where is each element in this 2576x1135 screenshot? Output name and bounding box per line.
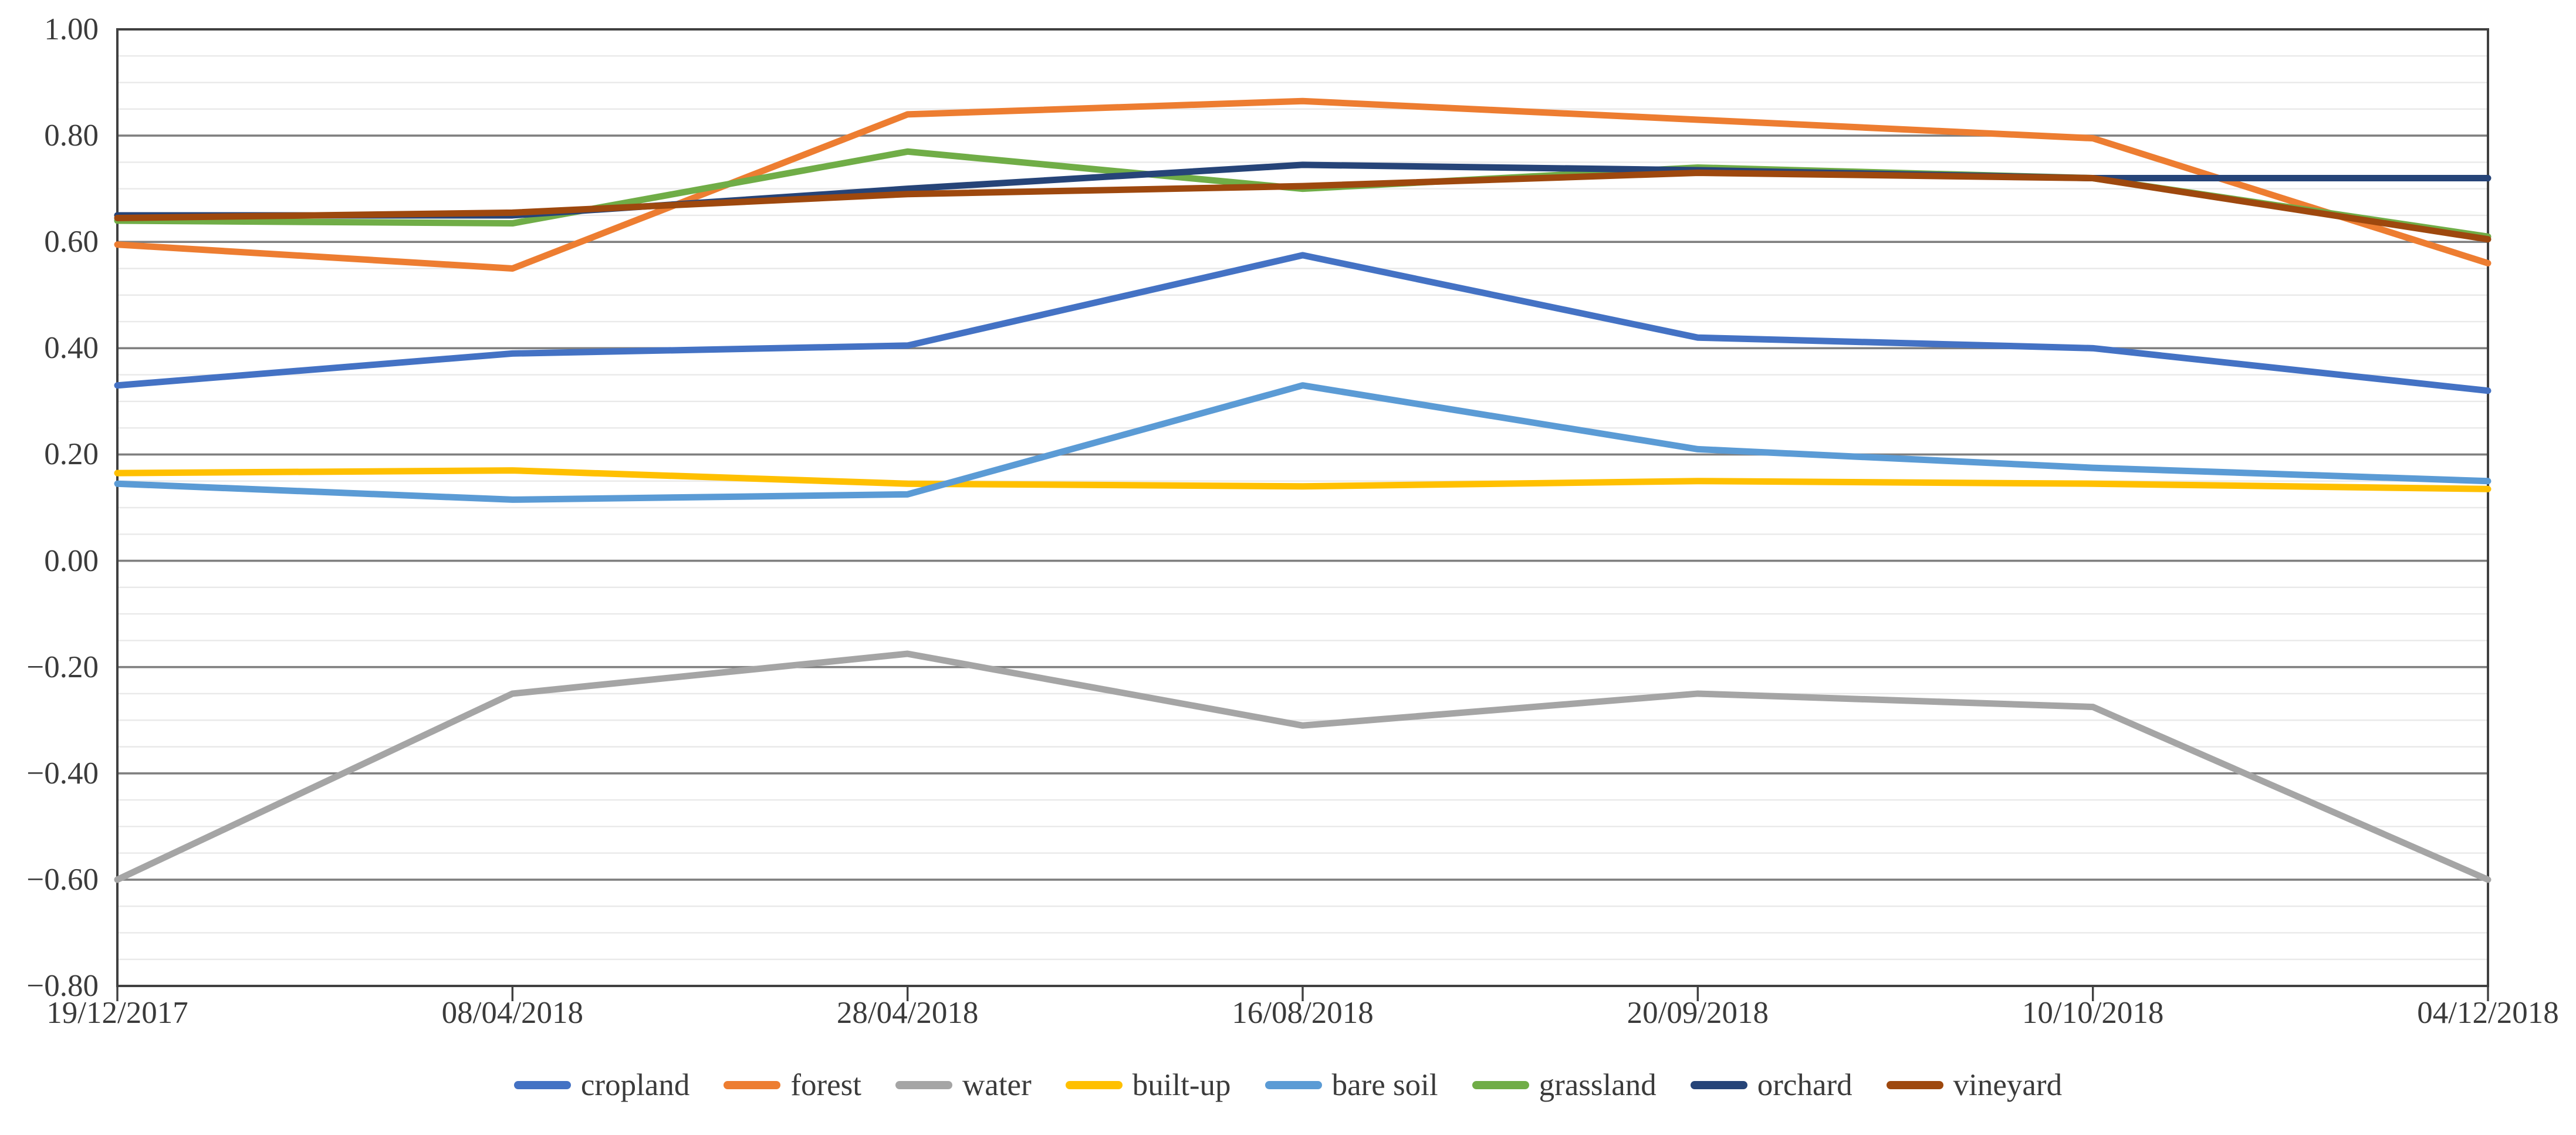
legend-label: bare soil bbox=[1331, 1068, 1438, 1102]
y-axis-tick-label: 0.20 bbox=[44, 437, 99, 472]
y-axis-tick-label: −0.20 bbox=[26, 650, 99, 684]
chart-legend: cropland forest water built-up bare soil… bbox=[0, 1067, 2576, 1103]
legend-line-swatch-built-up bbox=[1065, 1081, 1123, 1089]
legend-item-bare-soil: bare soil bbox=[1265, 1067, 1438, 1103]
x-axis-tick-label: 04/12/2018 bbox=[2417, 996, 2559, 1030]
legend-item-water: water bbox=[895, 1067, 1032, 1103]
legend-label: built-up bbox=[1132, 1068, 1231, 1102]
series-line-vineyard bbox=[114, 170, 2492, 243]
series-line-forest bbox=[114, 97, 2492, 272]
x-axis-tick-label: 28/04/2018 bbox=[836, 996, 979, 1030]
legend-label: vineyard bbox=[1953, 1068, 2063, 1102]
legend-label: grassland bbox=[1539, 1068, 1657, 1102]
x-axis-tick-label: 10/10/2018 bbox=[2021, 996, 2164, 1030]
legend-line-swatch-bare-soil bbox=[1265, 1081, 1322, 1089]
legend-label: cropland bbox=[580, 1068, 690, 1102]
y-axis-tick-label: 0.60 bbox=[44, 225, 99, 259]
legend-item-vineyard: vineyard bbox=[1886, 1067, 2063, 1103]
y-axis-tick-label: 0.40 bbox=[44, 331, 99, 366]
x-axis-tick-label: 20/09/2018 bbox=[1627, 996, 1769, 1030]
y-axis-tick-label: 1.00 bbox=[44, 12, 99, 46]
legend-item-grassland: grassland bbox=[1472, 1067, 1657, 1103]
series-line-built-up bbox=[114, 467, 2492, 492]
legend-line-swatch-water bbox=[895, 1081, 953, 1089]
legend-line-swatch-forest bbox=[724, 1081, 781, 1089]
series-line-cropland bbox=[114, 252, 2492, 394]
legend-item-orchard: orchard bbox=[1690, 1067, 1852, 1103]
y-axis-tick-label: −0.60 bbox=[26, 862, 99, 897]
y-axis-tick-label: 0.00 bbox=[44, 543, 99, 578]
y-axis-tick-label: −0.40 bbox=[26, 756, 99, 791]
legend-line-swatch-grassland bbox=[1472, 1081, 1529, 1089]
series-line-water bbox=[114, 650, 2492, 883]
x-axis-tick-label: 16/08/2018 bbox=[1232, 996, 1374, 1030]
legend-label: water bbox=[962, 1068, 1032, 1102]
legend-line-swatch-orchard bbox=[1690, 1081, 1747, 1089]
legend-item-built-up: built-up bbox=[1065, 1067, 1231, 1103]
series-line-bare-soil bbox=[114, 382, 2492, 503]
y-axis-tick-label: 0.80 bbox=[44, 119, 99, 153]
legend-label: orchard bbox=[1757, 1068, 1852, 1102]
x-axis-tick-label: 19/12/2017 bbox=[46, 996, 188, 1030]
y-axis-tick-label: −0.80 bbox=[26, 969, 99, 1003]
legend-item-cropland: cropland bbox=[513, 1067, 690, 1103]
legend-label: forest bbox=[790, 1068, 862, 1102]
legend-item-forest: forest bbox=[724, 1067, 861, 1103]
x-axis-tick-label: 08/04/2018 bbox=[441, 996, 584, 1030]
legend-line-swatch-cropland bbox=[513, 1081, 571, 1089]
legend-line-swatch-vineyard bbox=[1886, 1081, 1943, 1089]
